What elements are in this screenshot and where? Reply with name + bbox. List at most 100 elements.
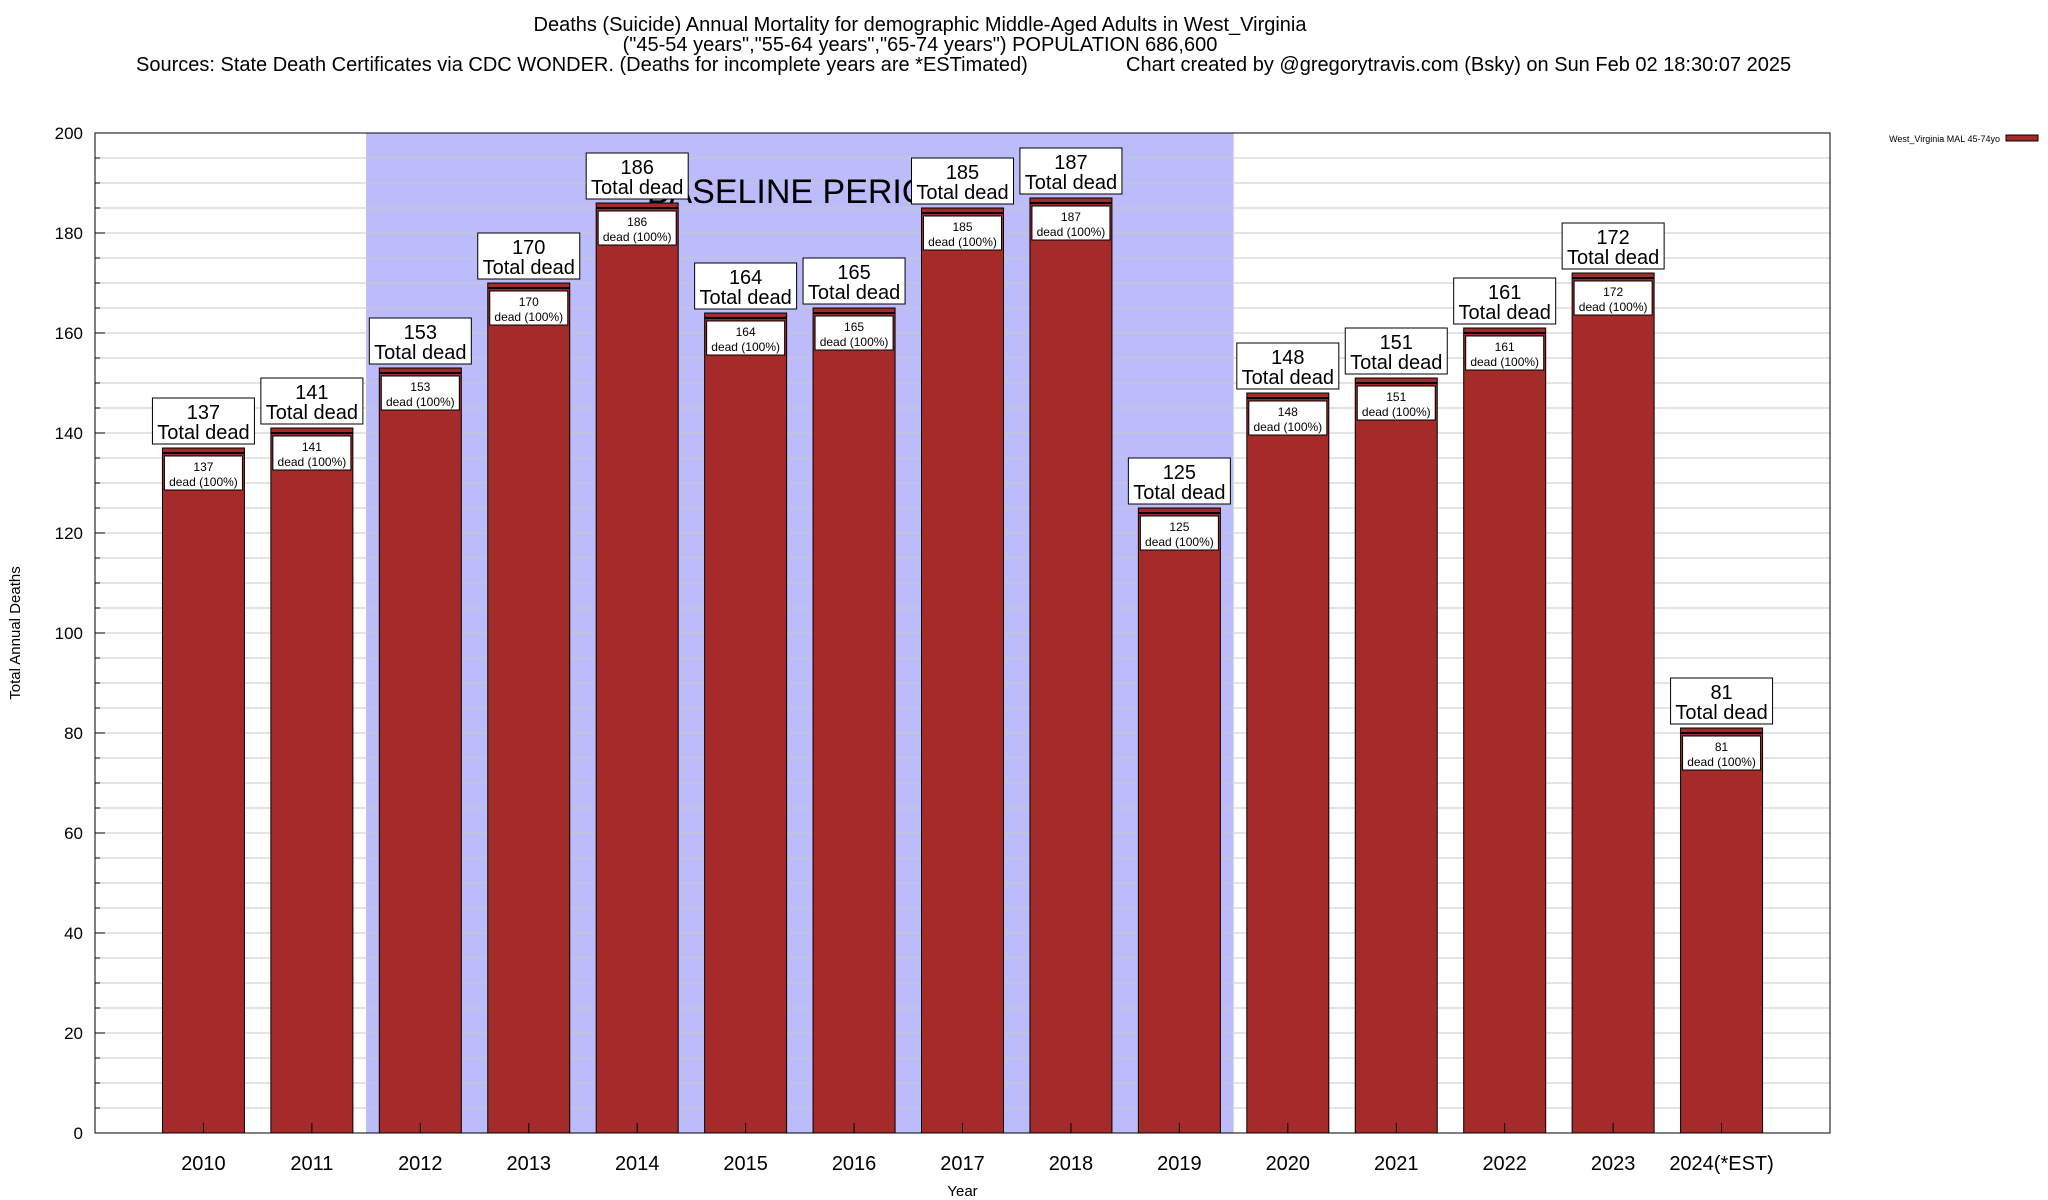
bar — [1137, 507, 1221, 1134]
chart-credit: Chart created by @gregorytravis.com (Bsk… — [1126, 54, 1792, 76]
inner-label-box — [489, 290, 569, 326]
total-label-text: Total dead — [1567, 247, 1659, 269]
total-label-value: 153 — [404, 322, 437, 344]
total-label-value: 187 — [1054, 152, 1087, 174]
y-axis-label: Total Annual Deaths — [7, 566, 24, 699]
y-tick-label: 200 — [55, 124, 83, 143]
inner-label-box — [1465, 335, 1545, 371]
total-label-text: Total dead — [699, 287, 791, 309]
total-label-text: Total dead — [1133, 482, 1225, 504]
total-label-value: 185 — [946, 162, 979, 184]
total-label-box — [1019, 147, 1123, 195]
inner-label-value: 161 — [1495, 340, 1515, 354]
bar-top-stripe — [379, 372, 462, 374]
total-label-value: 164 — [729, 267, 762, 289]
bar — [161, 447, 245, 1134]
x-tick-label: 2016 — [832, 1153, 877, 1175]
bar-top-stripe — [270, 432, 353, 434]
total-label-text: Total dead — [266, 402, 358, 424]
y-tick-label: 60 — [64, 824, 83, 843]
total-label-value: 161 — [1488, 282, 1521, 304]
inner-label-suffix: dead (100%) — [1362, 405, 1431, 419]
chart-title-line-1: Deaths (Suicide) Annual Mortality for de… — [533, 14, 1307, 36]
x-tick-label: 2019 — [1157, 1153, 1202, 1175]
inner-label-box — [380, 375, 460, 411]
bar — [1571, 272, 1655, 1134]
total-label-box — [368, 317, 472, 365]
total-label-text: Total dead — [591, 177, 683, 199]
total-label-box — [260, 377, 364, 425]
bar-top-stripe — [921, 212, 1004, 214]
legend-swatch — [2005, 134, 2039, 142]
x-tick-label: 2022 — [1482, 1153, 1527, 1175]
total-label-value: 81 — [1710, 682, 1732, 704]
total-label-value: 148 — [1271, 347, 1304, 369]
y-tick-label: 160 — [55, 324, 83, 343]
inner-label-suffix: dead (100%) — [711, 340, 780, 354]
bar-top-stripe — [487, 287, 570, 289]
x-tick-label: 2014 — [615, 1153, 660, 1175]
y-tick-label: 0 — [74, 1124, 83, 1143]
inner-label-suffix: dead (100%) — [1687, 755, 1756, 769]
y-tick-label: 20 — [64, 1024, 83, 1043]
inner-label-suffix: dead (100%) — [1579, 300, 1648, 314]
total-label-box — [151, 397, 255, 445]
inner-label-box — [272, 435, 352, 471]
inner-label-value: 164 — [736, 325, 756, 339]
inner-label-box — [1682, 735, 1762, 771]
bar — [1354, 377, 1438, 1134]
y-tick-label: 100 — [55, 624, 83, 643]
total-label-box — [1670, 677, 1774, 725]
chart-title-line-2: ("45-54 years","55-64 years","65-74 year… — [622, 34, 1218, 56]
x-axis-label: Year — [947, 1183, 977, 1200]
inner-label-value: 153 — [410, 380, 430, 394]
total-label-text: Total dead — [1459, 302, 1551, 324]
inner-label-box — [706, 320, 786, 356]
x-tick-label: 2015 — [723, 1153, 768, 1175]
total-label-text: Total dead — [1675, 702, 1767, 724]
x-tick-label: 2021 — [1374, 1153, 1419, 1175]
total-label-value: 186 — [621, 157, 654, 179]
total-label-text: Total dead — [1242, 367, 1334, 389]
bar-top-stripe — [1138, 512, 1221, 514]
inner-label-suffix: dead (100%) — [928, 235, 997, 249]
y-tick-label: 40 — [64, 924, 83, 943]
inner-label-value: 172 — [1603, 285, 1623, 299]
inner-label-box — [923, 215, 1002, 251]
inner-label-box — [1573, 280, 1653, 316]
inner-label-suffix: dead (100%) — [278, 455, 347, 469]
total-label-box — [802, 257, 906, 305]
total-label-text: Total dead — [483, 257, 575, 279]
total-label-text: Total dead — [1350, 352, 1442, 374]
total-label-value: 137 — [187, 402, 220, 424]
bar — [1463, 327, 1547, 1134]
total-label-value: 125 — [1163, 462, 1196, 484]
inner-label-box — [597, 210, 677, 246]
inner-label-suffix: dead (100%) — [1470, 355, 1539, 369]
inner-label-value: 186 — [627, 215, 647, 229]
bar — [595, 202, 679, 1134]
x-tick-label: 2023 — [1591, 1153, 1636, 1175]
bar — [487, 282, 571, 1134]
inner-label-value: 151 — [1386, 390, 1406, 404]
inner-label-box — [814, 315, 894, 351]
total-label-text: Total dead — [1025, 172, 1117, 194]
x-tick-label: 2018 — [1049, 1153, 1094, 1175]
plot-frame — [94, 132, 1831, 1134]
bar-top-stripe — [1355, 382, 1438, 384]
bar-top-stripe — [1572, 277, 1655, 279]
bar — [1029, 197, 1113, 1134]
bar — [812, 307, 896, 1134]
total-label-box — [1344, 327, 1448, 375]
inner-label-value: 141 — [302, 440, 322, 454]
total-label-box — [1127, 457, 1231, 505]
bar-top-stripe — [1029, 202, 1112, 204]
x-tick-label: 2011 — [290, 1153, 333, 1175]
bar-top-stripe — [1463, 332, 1546, 334]
y-tick-label: 140 — [55, 424, 83, 443]
total-label-value: 165 — [837, 262, 870, 284]
baseline-period-label: BASELINE PERIOD — [647, 173, 953, 211]
x-tick-label: 2012 — [398, 1153, 443, 1175]
inner-label-value: 81 — [1715, 740, 1729, 754]
